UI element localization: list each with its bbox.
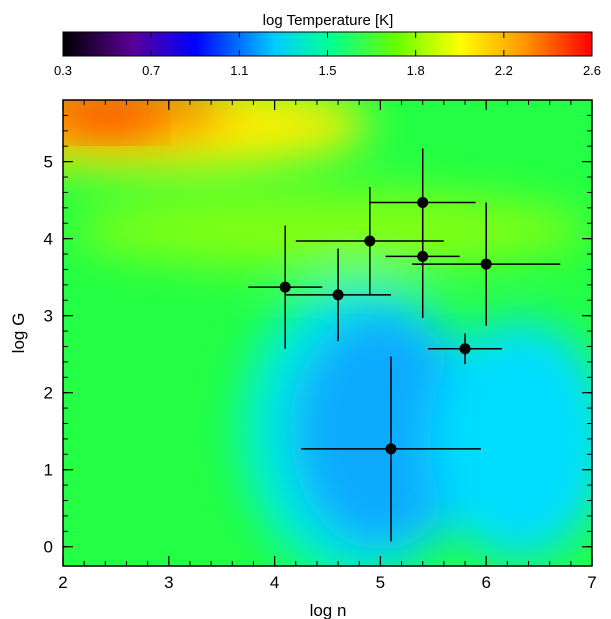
- x-tick-label: 4: [270, 573, 279, 592]
- colorbar-tick-label: 2.2: [495, 63, 513, 78]
- data-point: [295, 187, 444, 295]
- point-marker: [385, 443, 397, 455]
- point-marker: [279, 281, 291, 293]
- y-tick-label: 3: [44, 307, 53, 326]
- y-tick-label: 2: [44, 384, 53, 403]
- point-marker: [364, 235, 376, 247]
- colorbar-tick-label: 2.6: [583, 63, 601, 78]
- data-point: [385, 194, 460, 318]
- point-marker: [459, 343, 471, 355]
- y-tick-label: 4: [44, 230, 53, 249]
- heatmap: [63, 100, 592, 566]
- colorbar-tick-label: 1.5: [318, 63, 336, 78]
- y-axis-label: log G: [9, 313, 28, 354]
- colorbar-label: log Temperature [K]: [263, 12, 394, 29]
- colorbar-tick-label: 0.7: [142, 63, 160, 78]
- x-tick-label: 3: [164, 573, 173, 592]
- colorbar-tick-label: 1.8: [407, 63, 425, 78]
- point-marker: [417, 250, 429, 262]
- x-axis-label: log n: [310, 601, 347, 619]
- data-point: [301, 356, 481, 542]
- axis-ticks: 2 3 4 5 6 7 0 1 2 3 4 5: [44, 100, 597, 592]
- data-point: [412, 202, 561, 326]
- point-marker: [332, 289, 344, 301]
- colorbar-tick-label: 0.3: [54, 63, 72, 78]
- plot-frame: [62, 99, 593, 567]
- colorbar-tick-label: 1.1: [230, 63, 248, 78]
- data-points: [248, 148, 561, 542]
- colorbar-ticks: 0.3 0.7 1.1 1.5 1.8 2.2 2.6: [54, 32, 601, 78]
- data-point: [428, 333, 503, 365]
- x-tick-label: 2: [58, 573, 67, 592]
- x-tick-label: 7: [587, 573, 596, 592]
- y-tick-label: 0: [44, 538, 53, 557]
- x-tick-label: 5: [376, 573, 385, 592]
- data-point: [248, 225, 323, 349]
- x-tick-label: 6: [481, 573, 490, 592]
- y-tick-label: 5: [44, 153, 53, 172]
- data-point: [285, 248, 391, 342]
- y-tick-label: 1: [44, 461, 53, 480]
- point-marker: [480, 258, 492, 270]
